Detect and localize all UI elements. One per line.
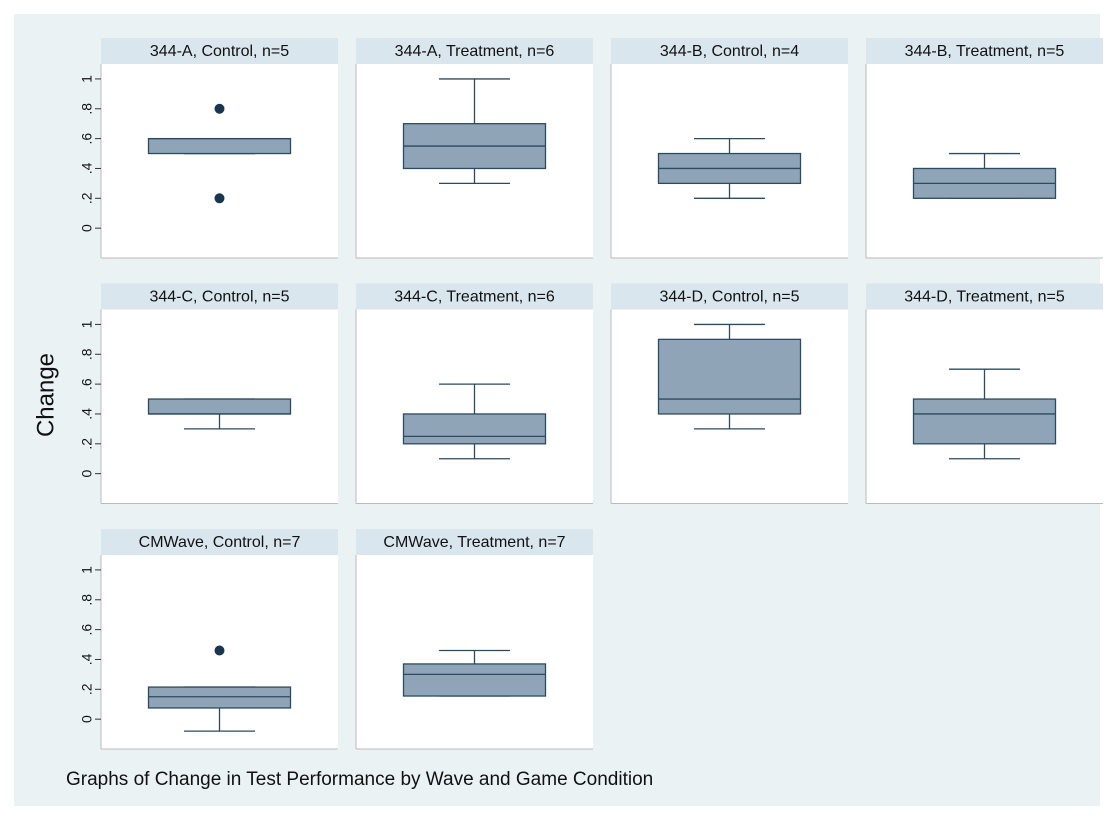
panel-header [611,38,848,64]
panel [101,64,338,258]
y-axis-label: Change [32,353,59,437]
panel-header [101,38,338,64]
y-tick-label: .8 [79,103,95,115]
panel-header [356,529,593,555]
panel-title: 344-A, Treatment, n=6 [395,43,555,60]
y-tick-label: .2 [79,683,95,695]
y-tick-label: 1 [79,320,95,328]
y-tick-label: .8 [79,594,95,606]
y-tick-label: .6 [79,133,95,145]
y-tick-label: .8 [79,348,95,360]
box [402,413,547,445]
panel-title: 344-B, Treatment, n=5 [905,43,1065,60]
panel-title: CMWave, Treatment, n=7 [383,534,565,551]
panel-header [611,283,848,310]
panel-title: 344-B, Control, n=4 [660,43,799,60]
y-tick-label: .6 [79,378,95,390]
panel-title: 344-A, Control, n=5 [150,43,289,60]
panel-title: 344-D, Treatment, n=5 [904,289,1065,306]
y-tick-label: .4 [79,653,95,665]
y-tick-label: .4 [79,162,95,174]
y-tick-label: 0 [79,224,95,232]
panel-header [356,38,593,64]
caption: Graphs of Change in Test Performance by … [66,769,653,790]
panel-header [356,283,593,310]
panel-title: 344-C, Control, n=5 [149,289,289,306]
panel-header [101,283,338,310]
y-tick-label: .6 [79,624,95,636]
panel-title: CMWave, Control, n=7 [139,534,301,551]
y-tick-label: .4 [79,408,95,420]
y-tick-label: 0 [79,715,95,723]
y-tick-label: .2 [79,438,95,450]
outlier [214,193,225,204]
panel-title: 344-C, Treatment, n=6 [394,289,555,306]
box [657,338,802,415]
panel-header [866,283,1103,310]
box [147,398,292,415]
box [147,686,292,709]
outlier [214,645,225,656]
y-tick-label: 0 [79,470,95,478]
panel-title: 344-D, Control, n=5 [659,289,799,306]
box [402,663,547,697]
y-tick-label: 1 [79,566,95,574]
y-tick-label: .2 [79,192,95,204]
panel-header [866,38,1103,64]
panel-header [101,529,338,555]
box [912,398,1057,445]
box [147,137,292,155]
y-tick-label: 1 [79,75,95,83]
outlier [214,103,225,114]
